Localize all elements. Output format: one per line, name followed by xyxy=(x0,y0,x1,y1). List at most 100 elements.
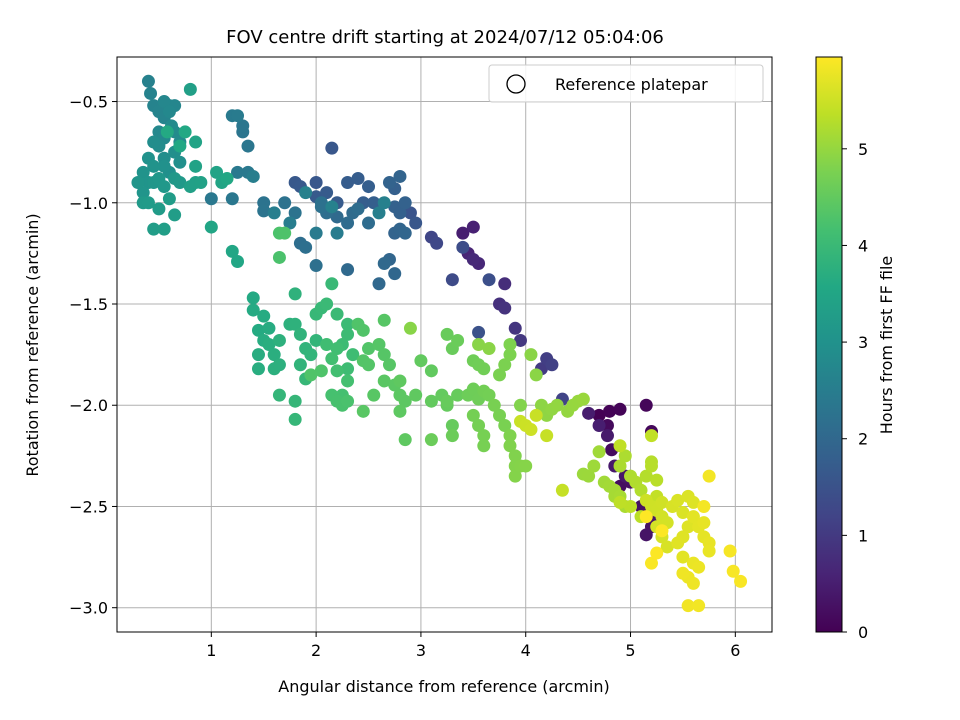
data-point xyxy=(445,418,459,432)
data-point xyxy=(367,196,381,210)
data-point xyxy=(445,273,459,287)
data-point xyxy=(272,250,286,264)
data-point xyxy=(676,566,690,580)
data-point xyxy=(555,483,569,497)
data-point xyxy=(367,388,381,402)
data-point xyxy=(692,599,706,613)
data-point xyxy=(152,202,166,216)
data-point xyxy=(320,338,334,351)
data-point xyxy=(550,398,564,412)
data-point xyxy=(377,196,391,210)
data-point xyxy=(498,418,512,432)
colorbar-tick-label: 3 xyxy=(858,333,868,352)
data-point xyxy=(613,402,627,416)
data-point xyxy=(304,368,318,382)
data-point xyxy=(466,408,480,422)
data-point xyxy=(377,313,391,327)
colorbar-tick-label: 4 xyxy=(858,236,868,255)
data-point xyxy=(498,358,512,372)
data-point xyxy=(734,574,748,588)
data-point xyxy=(660,540,674,554)
data-point xyxy=(582,406,596,420)
data-point xyxy=(393,169,407,183)
data-point xyxy=(314,364,328,378)
colorbar: 0 1 2 3 4 5 Hours from first FF file xyxy=(815,56,896,642)
data-point xyxy=(346,348,360,362)
y-tick-label: −1.0 xyxy=(69,194,108,213)
data-point xyxy=(702,469,716,483)
data-point xyxy=(157,95,171,109)
data-point xyxy=(493,408,507,422)
data-point xyxy=(414,354,428,368)
data-point xyxy=(697,516,711,530)
data-point xyxy=(377,348,391,362)
data-point xyxy=(157,222,171,236)
data-point xyxy=(246,291,260,305)
data-point xyxy=(330,342,344,356)
data-point xyxy=(702,544,716,558)
chart-title: FOV centre drift starting at 2024/07/12 … xyxy=(226,27,664,48)
data-point xyxy=(136,165,150,179)
data-point xyxy=(325,352,339,366)
data-point xyxy=(639,528,653,542)
data-point xyxy=(257,309,271,323)
data-point xyxy=(246,303,260,317)
data-point xyxy=(299,186,313,200)
data-point xyxy=(356,404,370,418)
data-point xyxy=(477,429,491,443)
data-point xyxy=(692,560,706,574)
data-point xyxy=(372,206,386,220)
data-point xyxy=(231,109,245,123)
plot-frame xyxy=(116,56,773,633)
data-point xyxy=(341,327,355,341)
data-point xyxy=(341,362,355,376)
data-point xyxy=(430,236,444,250)
x-tick-label: 3 xyxy=(416,641,426,660)
data-point xyxy=(600,429,614,443)
x-tick-label: 6 xyxy=(730,641,740,660)
data-point xyxy=(686,576,700,590)
data-point xyxy=(644,429,658,443)
data-point xyxy=(362,216,376,230)
data-point xyxy=(293,358,307,372)
data-point xyxy=(482,342,496,356)
data-point xyxy=(351,202,365,216)
data-point xyxy=(225,192,239,206)
data-point xyxy=(482,388,496,402)
data-point xyxy=(634,483,648,497)
data-point xyxy=(545,358,559,372)
data-point xyxy=(613,459,627,473)
data-point xyxy=(157,159,171,173)
data-point xyxy=(472,325,486,339)
data-point xyxy=(262,321,276,335)
data-point xyxy=(162,105,176,119)
data-point xyxy=(644,459,658,473)
data-point xyxy=(330,210,344,224)
data-point xyxy=(582,469,596,483)
data-point xyxy=(304,348,318,362)
data-point xyxy=(592,408,606,422)
data-point xyxy=(393,206,407,220)
data-point xyxy=(650,473,664,487)
colorbar-tick-label: 2 xyxy=(858,430,868,449)
data-point xyxy=(288,317,302,331)
x-tick-label: 4 xyxy=(521,641,531,660)
data-point xyxy=(508,321,522,335)
data-point xyxy=(603,404,617,418)
data-point xyxy=(592,445,606,459)
data-point xyxy=(183,82,197,96)
data-point xyxy=(356,323,370,337)
data-point xyxy=(257,204,271,218)
data-point xyxy=(162,192,176,206)
data-point xyxy=(168,208,182,222)
data-point xyxy=(393,374,407,388)
y-axis-ticks: −3.0 −2.5 −2.0 −1.5 −1.0 −0.5 xyxy=(69,93,117,618)
data-point xyxy=(424,433,438,447)
data-point xyxy=(231,254,245,268)
data-point xyxy=(697,499,711,513)
data-point xyxy=(173,176,187,190)
data-point xyxy=(309,226,323,240)
data-point xyxy=(503,338,517,351)
data-point xyxy=(136,186,150,200)
x-tick-label: 5 xyxy=(625,641,635,660)
